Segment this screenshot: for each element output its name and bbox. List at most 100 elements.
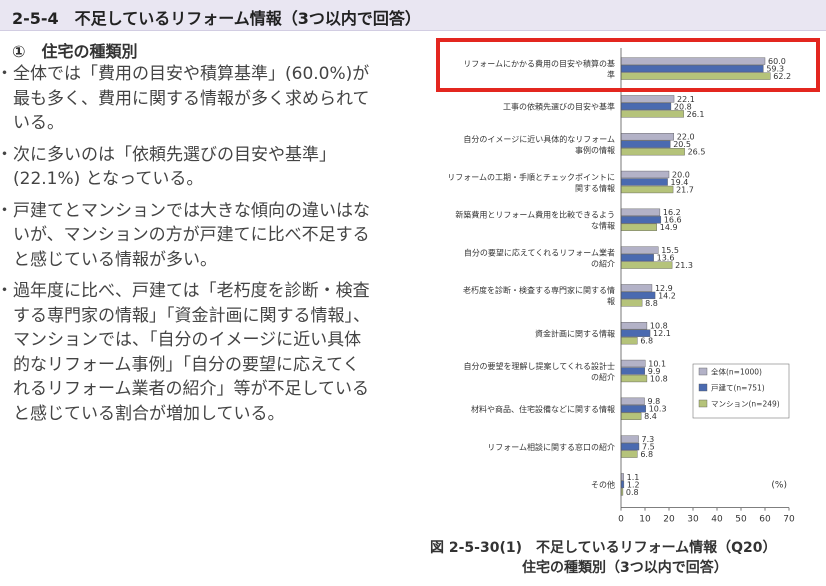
bar [620, 110, 684, 118]
data-label: 8.4 [644, 412, 657, 421]
data-label: 20.5 [673, 140, 691, 149]
bar [620, 337, 638, 345]
legend-swatch [698, 383, 708, 392]
section-title: 2-5-4 不足しているリフォーム情報（3つ以内で回答） [12, 9, 421, 28]
legend-box [692, 363, 790, 419]
bar [620, 480, 625, 489]
legend-swatch [698, 399, 708, 408]
category-label: 報 [607, 297, 615, 306]
data-label: 9.8 [648, 397, 661, 406]
data-label: 62.2 [773, 72, 791, 81]
x-tick-label: 20 [663, 515, 675, 524]
data-label: 7.5 [642, 442, 655, 451]
chart-container: リフォームにかかる費用の目安や積算の基準 60.0 59.3 62.2 工事の依頼先選び… [420, 44, 826, 524]
data-label: 8.8 [645, 299, 658, 308]
x-tick-label: 30 [687, 515, 699, 524]
data-label: 6.8 [640, 337, 653, 346]
data-label: 9.9 [648, 367, 661, 376]
caption-line-1: 図 2-5-30(1) 不足しているリフォーム情報（Q20） [430, 540, 777, 556]
category-label: 老朽度を診断・検査する専門家に関する情 [463, 285, 615, 295]
bar [620, 170, 670, 179]
data-label: 10.3 [649, 405, 667, 414]
legend-label: 全体(n=1000) [711, 367, 762, 377]
data-label: 20.0 [672, 170, 690, 179]
category-label: な情報 [591, 221, 615, 231]
bullet-text: 全体では「費用の目安や積算基準」(60.0%)が最も多く、費用に関する情報が多く… [13, 64, 370, 133]
data-label: 13.6 [657, 253, 675, 262]
bar [620, 299, 643, 307]
category-label: リフォームの工期・手順とチェックポイントに [447, 172, 615, 182]
bar [620, 140, 671, 148]
unit-label: (%) [771, 481, 787, 491]
bullet-item: 全体では「費用の目安や積算基準」(60.0%)が最も多く、費用に関する情報が多く… [0, 62, 372, 136]
category-label: リフォームにかかる費用の目安や積算の基 [463, 58, 615, 68]
bar [620, 223, 657, 231]
category-label: 事例の情報 [575, 145, 615, 155]
data-label: 10.1 [648, 359, 666, 368]
category-label: の紹介 [591, 258, 615, 268]
category-label: 自分のイメージに近い具体的なリフォーム [463, 134, 615, 144]
x-tick-label: 0 [618, 515, 624, 524]
legend-swatch [698, 367, 708, 376]
bar [620, 185, 674, 194]
category-label: 新築費用とリフォーム費用を比較できるよう [455, 210, 615, 220]
caption-line-2: 住宅の種類別（3つ以内で回答） [522, 560, 728, 576]
highlight-box [436, 38, 820, 92]
data-label: 7.3 [642, 435, 655, 444]
category-label: 自分の要望を理解し提案してくれる設計士 [463, 361, 615, 371]
bullet-text: 戸建てとマンションでは大きな傾向の違いはないが、マンションの方が戸建てに比べ不足… [13, 200, 370, 270]
data-label: 12.9 [655, 284, 673, 293]
category-label: の紹介 [591, 372, 615, 382]
category-label: 自分の要望に応えてくれるリフォーム業者 [464, 247, 615, 257]
summary-bullet-list: 全体では「費用の目安や積算基準」(60.0%)が最も多く、費用に関する情報が多く… [0, 62, 372, 433]
bullet-item: 過年度に比べ、戸建ては「老朽度を診断・検査する専門家の情報」「資金計画に関する情… [0, 279, 372, 426]
data-label: 60.0 [768, 57, 786, 66]
bar [620, 412, 642, 420]
data-label: 59.3 [766, 64, 784, 73]
category-label: 準 [607, 69, 615, 79]
data-label: 26.5 [688, 148, 706, 157]
category-label: その他 [591, 480, 615, 490]
subsection-title: ① 住宅の種類別 [12, 42, 138, 61]
category-label: リフォーム相談に関する窓口の紹介 [487, 442, 615, 452]
data-label: 21.3 [675, 261, 693, 270]
bullet-text: 過年度に比べ、戸建ては「老朽度を診断・検査する専門家の情報」「資金計画に関する情… [13, 281, 370, 424]
data-label: 16.2 [663, 208, 681, 217]
data-label: 10.8 [650, 322, 668, 331]
data-label: 1.2 [627, 480, 640, 489]
bar [620, 450, 638, 458]
bar [620, 253, 654, 262]
data-label: 6.8 [640, 450, 653, 459]
bar [620, 246, 659, 254]
category-label: 工事の依頼先選びの目安や基準 [503, 102, 615, 112]
category-label: 関する情報 [575, 183, 615, 193]
bullet-item: 次に多いのは「依頼先選びの目安や基準」(22.1%) となっている。 [0, 143, 372, 192]
data-label: 22.0 [677, 133, 695, 142]
data-label: 1.1 [627, 473, 640, 482]
data-label: 14.2 [658, 291, 676, 300]
data-label: 20.8 [674, 102, 692, 111]
bar [620, 322, 648, 330]
bar [620, 178, 668, 186]
bar [620, 359, 646, 368]
category-label: 資金計画に関する情報 [535, 329, 615, 339]
bullet-text: 次に多いのは「依頼先選びの目安や基準」(22.1%) となっている。 [13, 144, 336, 190]
data-label: 21.7 [676, 185, 694, 194]
bar [620, 374, 648, 383]
data-label: 14.9 [660, 223, 678, 232]
legend-label: 戸建て(n=751) [711, 383, 765, 393]
data-label: 15.5 [661, 246, 679, 255]
data-label: 26.1 [687, 110, 705, 119]
bar [620, 405, 646, 413]
bar [620, 95, 675, 103]
x-tick-label: 70 [783, 515, 795, 524]
data-label: 22.1 [677, 95, 695, 104]
header-band [0, 0, 826, 31]
data-label: 10.8 [650, 374, 668, 383]
data-label: 19.4 [671, 178, 689, 187]
data-label: 16.6 [664, 216, 682, 225]
bar [620, 261, 673, 269]
bar [620, 442, 640, 451]
bar [620, 367, 645, 375]
